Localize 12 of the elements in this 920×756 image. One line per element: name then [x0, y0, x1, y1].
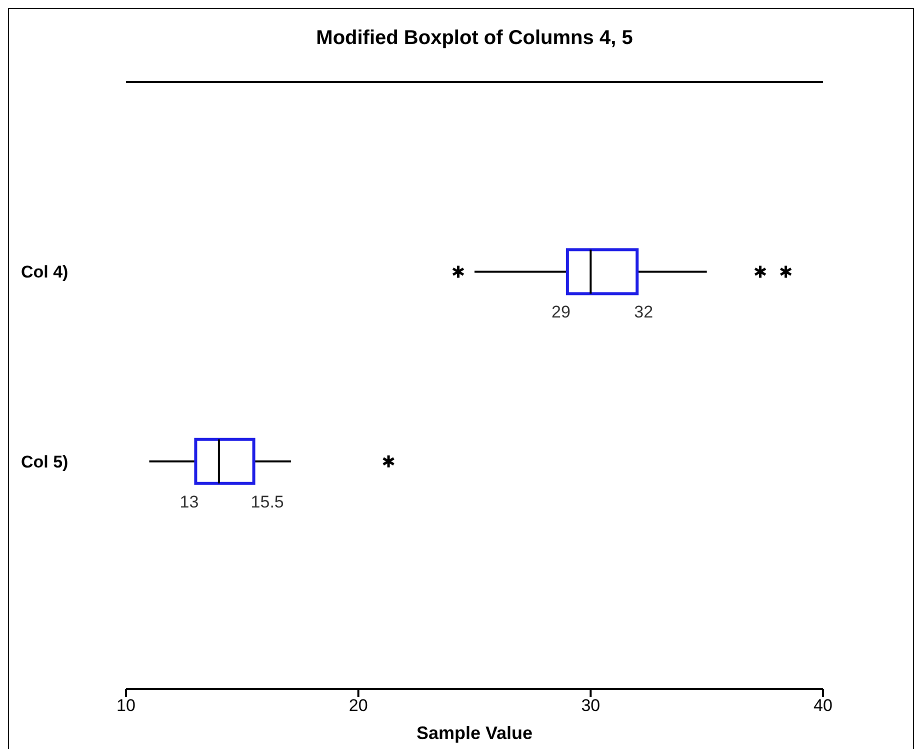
- annotation: 29: [552, 302, 570, 322]
- x-axis-title: Sample Value: [416, 723, 533, 743]
- annotation: 32: [634, 302, 654, 322]
- annotation: 15.5: [250, 492, 284, 512]
- chart-title: Modified Boxplot of Columns 4, 5: [315, 27, 634, 50]
- x-tick-label: 10: [116, 696, 136, 716]
- x-tick-label: 20: [348, 696, 368, 716]
- y-tick-label: Col 4): [21, 262, 68, 282]
- x-tick-label: 30: [581, 696, 600, 716]
- annotation: 13: [180, 492, 199, 512]
- y-tick-label: Col 5): [21, 452, 68, 472]
- x-tick-label: 40: [814, 696, 832, 716]
